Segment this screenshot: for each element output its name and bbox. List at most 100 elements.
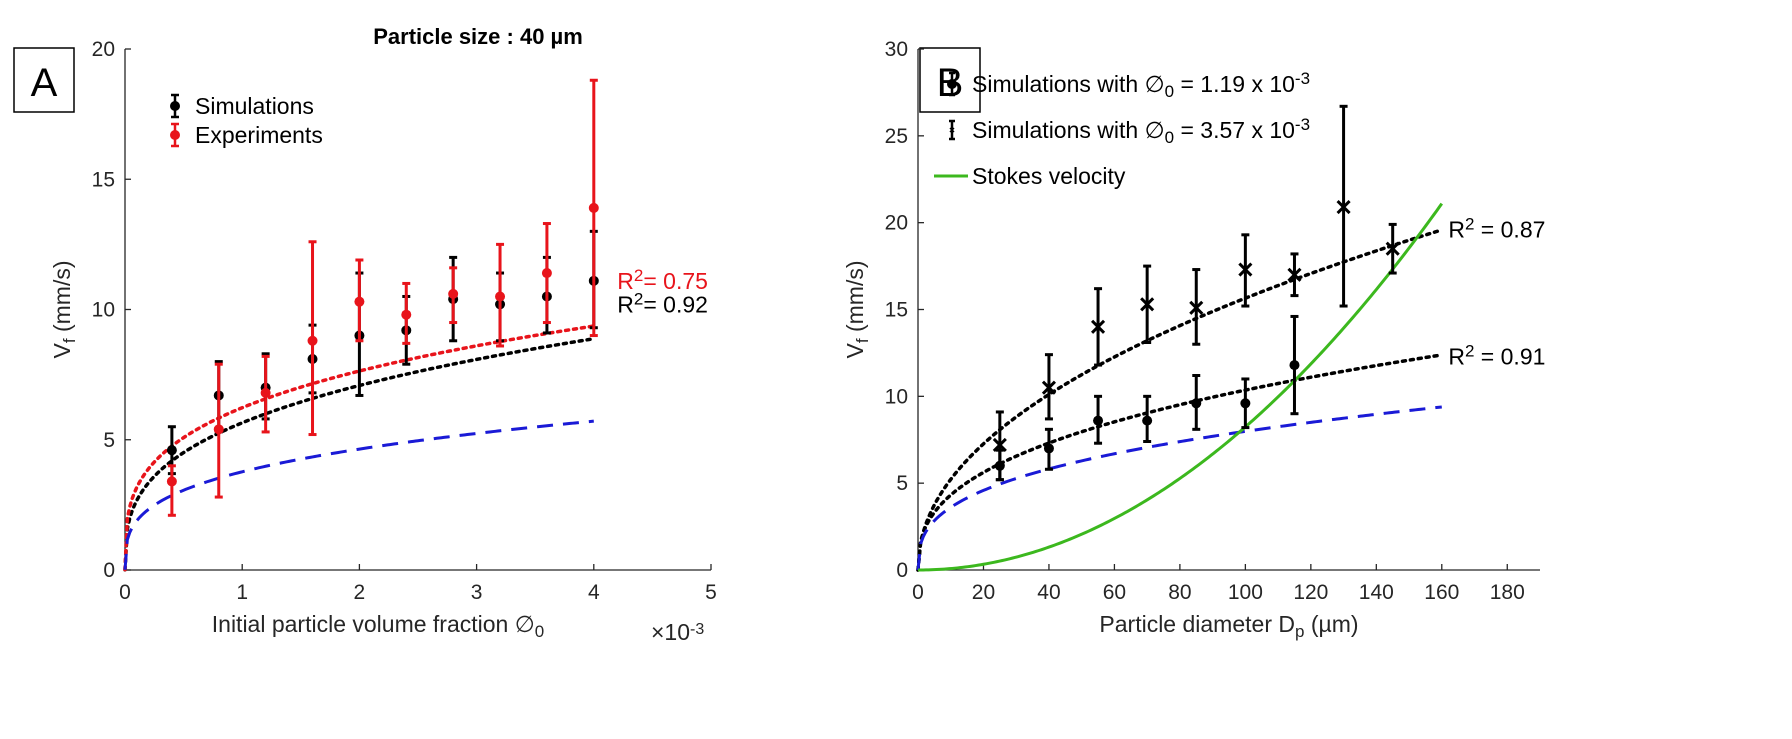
marker-dot [166,445,177,456]
data-point [166,464,177,517]
panel-a-title: Particle size : 40 µm [373,24,583,49]
marker-dot [1240,398,1251,409]
legend-item: Simulations [170,93,314,119]
data-point [1041,353,1057,421]
legend-marker [949,127,955,133]
fit-line-2 [123,419,594,570]
y-tick-label: 10 [92,299,115,322]
data-point [1142,394,1153,443]
data-point [448,266,459,325]
panel-b-legend: Simulations with ∅0 = 1.19 x 10-3 Simulat… [934,69,1310,189]
data-point [307,240,318,437]
panel-b-fits [916,202,1444,572]
data-point [1189,268,1204,346]
legend-label: Simulations with ∅0 = 3.57 x 10-3 [972,115,1310,147]
data-point [1287,252,1302,298]
data-point [1093,394,1104,445]
y-tick-label: 25 [885,125,908,148]
data-point [1090,287,1106,367]
data-point [992,410,1007,482]
legend-item: Experiments [170,122,323,148]
r-squared-label: R2= 0.92 [617,290,708,318]
marker-x [992,437,1007,453]
x-tick-label: 1 [236,581,248,604]
data-point [354,258,365,343]
panel-a-points [166,78,599,517]
panel-a-axes: 0 1 2 3 4 5 0 5 10 15 20 Initial particle volume fr… [49,38,717,645]
y-tick-label: 30 [885,38,908,61]
marker-x [1336,199,1351,215]
x-tick-label: 160 [1424,581,1459,604]
y-axis-label: Vf (mm/s) [842,261,872,359]
y-tick-label: 15 [92,168,115,191]
fit-line-2 [916,405,1442,571]
legend-item: Simulations with ∅0 = 1.19 x 10-3 [947,69,1310,101]
data-point [541,222,552,325]
data-point [1238,233,1253,308]
marker-x [1189,300,1204,315]
marker-dot [1191,398,1202,409]
panel-b-annotations: R2 = 0.87 R2 = 0.91 [1448,215,1545,369]
r-squared-label: R2 = 0.87 [1448,215,1545,243]
marker-x [1238,262,1253,277]
marker-dot [448,288,459,299]
x-tick-label: 80 [1168,581,1191,604]
marker-dot [307,335,318,346]
x-tick-label: 0 [119,581,131,604]
marker-dot [166,476,177,487]
data-point [401,281,412,345]
legend-label: Simulations with ∅0 = 1.19 x 10-3 [972,69,1310,101]
x-tick-label: 40 [1037,581,1060,604]
x-tick-label: 5 [705,581,717,604]
x-tick-label: 0 [912,581,924,604]
y-tick-label: 5 [103,429,115,452]
panel-a-label: A [31,61,58,105]
legend-marker [170,101,180,111]
legend-label: Simulations [195,93,314,119]
marker-dot [588,202,599,213]
panel-a-legend: Simulations Experiments [170,93,323,148]
y-tick-label: 20 [885,212,908,235]
marker-dot [1142,415,1153,426]
data-point [495,242,506,348]
y-axis-label: Vf (mm/s) [49,261,79,359]
y-tick-label: 20 [92,38,115,61]
y-tick-label: 15 [885,299,908,322]
marker-dot [401,309,412,320]
panel-b-axes: 0 20 40 60 80 100 120 140 160 180 0 5 10 15 20 25 30 Part… [842,38,1540,641]
marker-dot [354,296,365,307]
x-tick-label: 100 [1228,581,1263,604]
marker-dot [260,387,271,398]
legend-label: Experiments [195,122,323,148]
x-tick-label: 2 [354,581,366,604]
legend-item: Simulations with ∅0 = 3.57 x 10-3 [949,115,1310,147]
fit-line-1 [916,353,1444,572]
marker-dot [1289,360,1300,371]
marker-dot [1043,443,1054,454]
panel-b-points [992,104,1400,482]
r-squared-label: R2= 0.75 [617,266,708,294]
data-point [1191,373,1202,431]
marker-dot [213,424,224,435]
r-squared-label: R2 = 0.91 [1448,342,1545,370]
y-tick-label: 10 [885,385,908,408]
legend-label: Stokes velocity [972,163,1126,189]
marker-dot [495,291,506,302]
panel-a-label-box [13,47,75,113]
x-tick-label: 60 [1103,581,1126,604]
data-point [213,362,224,499]
x-tick-label: 4 [588,581,600,604]
x-tick-label: 3 [471,581,483,604]
data-point [1289,314,1300,416]
legend-marker [947,79,957,89]
panel-b: B 020406080100120140160180051015202530Pa… [842,38,1545,641]
data-point [1336,104,1351,308]
x-axis-label: Initial particle volume fraction ∅0 [212,611,544,641]
marker-x [1090,319,1106,334]
data-point [588,78,599,338]
legend-item: Stokes velocity [934,163,1126,189]
y-tick-label: 0 [103,559,115,582]
marker-x [1385,241,1400,256]
